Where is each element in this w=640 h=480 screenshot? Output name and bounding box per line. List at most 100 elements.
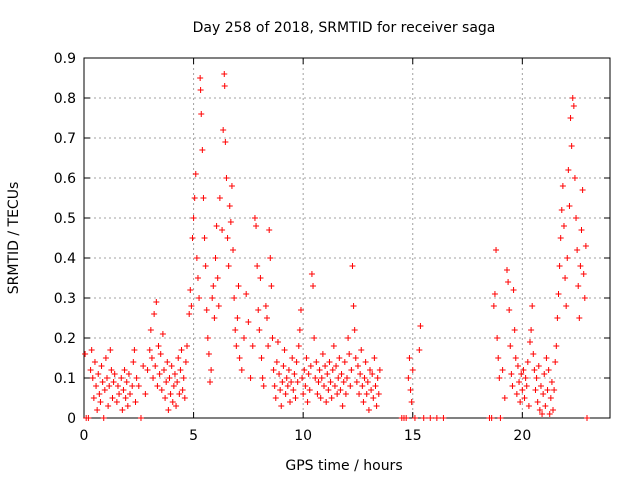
data-point [513, 391, 520, 397]
data-point [147, 327, 154, 333]
data-point [563, 303, 570, 309]
data-point [363, 391, 370, 397]
data-point [516, 379, 523, 385]
data-point [264, 315, 271, 321]
y-tick-label: 0.8 [54, 91, 76, 107]
data-point [367, 367, 374, 373]
data-point [127, 391, 134, 397]
data-point [279, 379, 286, 385]
data-point [350, 303, 357, 309]
data-point [118, 375, 125, 381]
data-point [524, 359, 531, 365]
data-point [351, 327, 358, 333]
data-point [243, 291, 250, 297]
y-tick-label: 0.2 [54, 331, 76, 347]
data-point [82, 351, 89, 357]
data-point [177, 367, 184, 373]
data-point [93, 383, 100, 389]
data-point [182, 359, 189, 365]
data-point [201, 235, 208, 241]
data-point [352, 355, 359, 361]
data-point [113, 399, 120, 405]
data-point [539, 411, 546, 417]
data-point [251, 215, 258, 221]
data-point [522, 375, 529, 381]
data-point [545, 367, 552, 373]
data-point [285, 367, 292, 373]
data-point [407, 387, 414, 393]
data-point [548, 379, 555, 385]
data-point [542, 403, 549, 409]
data-point [222, 139, 229, 145]
data-point [573, 215, 580, 221]
data-point [427, 415, 434, 421]
data-point [525, 403, 532, 409]
data-point [411, 415, 418, 421]
data-point [327, 379, 334, 385]
data-point [566, 203, 573, 209]
data-point [225, 263, 232, 269]
data-point [91, 359, 98, 365]
data-point [180, 375, 187, 381]
data-point [120, 387, 127, 393]
data-point [556, 263, 563, 269]
data-point [565, 167, 572, 173]
data-point [359, 383, 366, 389]
data-point [197, 87, 204, 93]
data-point [205, 351, 212, 357]
data-point [234, 315, 241, 321]
data-point [313, 359, 320, 365]
data-point [153, 299, 160, 305]
data-point [353, 379, 360, 385]
data-point [213, 223, 220, 229]
data-point [155, 343, 162, 349]
data-point [291, 371, 298, 377]
data-point [254, 263, 261, 269]
data-point [133, 375, 140, 381]
data-point [301, 367, 308, 373]
data-point [310, 283, 317, 289]
data-point [163, 379, 170, 385]
data-point [348, 367, 355, 373]
data-point [109, 395, 116, 401]
data-point [552, 359, 559, 365]
data-point [197, 75, 204, 81]
data-point [140, 363, 147, 369]
data-point [320, 383, 327, 389]
data-point [554, 315, 561, 321]
data-point [277, 387, 284, 393]
data-point [95, 371, 102, 377]
data-point [224, 235, 231, 241]
data-point [529, 303, 536, 309]
data-point [403, 415, 410, 421]
data-point [336, 355, 343, 361]
data-point [568, 143, 575, 149]
data-point [559, 183, 566, 189]
data-point [176, 391, 183, 397]
data-point [184, 343, 191, 349]
data-point [247, 375, 254, 381]
data-point [408, 399, 415, 405]
y-axis: 0 0.1 0.2 0.3 0.4 0.5 0.6 0.7 0.8 0.9 [54, 51, 610, 427]
data-point [131, 347, 138, 353]
data-point [488, 415, 495, 421]
data-point [319, 351, 326, 357]
data-point [505, 279, 512, 285]
x-tick-label: 0 [80, 428, 89, 444]
data-point [346, 351, 353, 357]
data-point [574, 247, 581, 253]
data-point [328, 395, 335, 401]
data-point [187, 287, 194, 293]
data-point [344, 375, 350, 381]
data-point [262, 303, 269, 309]
y-tick-label: 0.5 [54, 211, 76, 227]
data-point [490, 303, 497, 309]
data-point [312, 375, 319, 381]
data-point [146, 347, 153, 353]
data-point [510, 287, 517, 293]
data-point [322, 363, 329, 369]
data-point [230, 247, 237, 253]
data-point [259, 375, 266, 381]
data-point [267, 255, 274, 261]
data-point [96, 391, 103, 397]
